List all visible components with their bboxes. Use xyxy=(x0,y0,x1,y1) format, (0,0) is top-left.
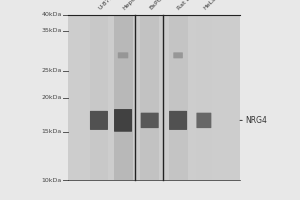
Bar xyxy=(114,15,133,180)
Bar xyxy=(140,15,159,180)
Text: 35kDa: 35kDa xyxy=(42,28,62,33)
Bar xyxy=(169,15,188,180)
Text: HeLa: HeLa xyxy=(202,0,217,11)
Text: BxPC-3: BxPC-3 xyxy=(148,0,167,11)
FancyBboxPatch shape xyxy=(196,113,211,128)
Text: 40kDa: 40kDa xyxy=(42,12,62,18)
Text: NRG4: NRG4 xyxy=(240,116,267,125)
Text: 25kDa: 25kDa xyxy=(42,68,62,73)
Text: 10kDa: 10kDa xyxy=(42,178,62,182)
FancyBboxPatch shape xyxy=(90,111,108,130)
Text: 15kDa: 15kDa xyxy=(42,129,62,134)
Text: 20kDa: 20kDa xyxy=(42,95,62,100)
Text: HepG2: HepG2 xyxy=(122,0,140,11)
Bar xyxy=(68,15,240,180)
Text: U-87MG: U-87MG xyxy=(98,0,118,11)
FancyBboxPatch shape xyxy=(141,113,159,128)
Bar xyxy=(89,15,108,180)
Text: Rat thymus: Rat thymus xyxy=(176,0,206,11)
FancyBboxPatch shape xyxy=(173,52,183,58)
FancyBboxPatch shape xyxy=(118,52,128,58)
FancyBboxPatch shape xyxy=(169,111,187,130)
Bar xyxy=(196,15,212,180)
FancyBboxPatch shape xyxy=(114,109,132,132)
